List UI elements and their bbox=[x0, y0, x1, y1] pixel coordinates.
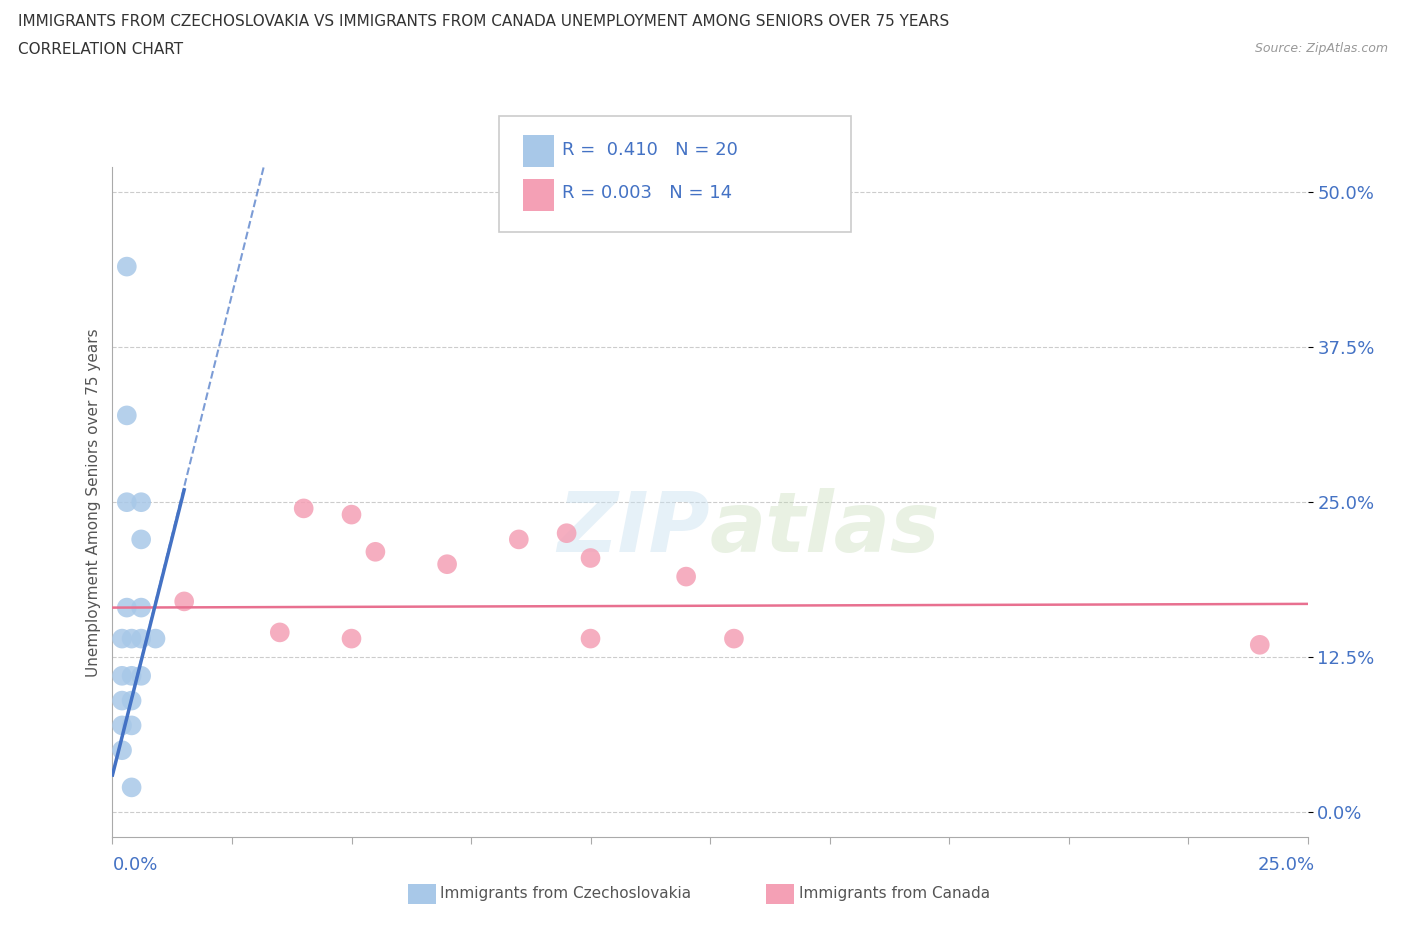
Point bbox=[115, 408, 138, 423]
Point bbox=[145, 631, 167, 646]
Text: Source: ZipAtlas.com: Source: ZipAtlas.com bbox=[1254, 42, 1388, 55]
Point bbox=[115, 495, 138, 510]
Point bbox=[436, 557, 458, 572]
Point bbox=[340, 631, 363, 646]
Point bbox=[723, 631, 745, 646]
Point bbox=[129, 631, 152, 646]
Text: 0.0%: 0.0% bbox=[112, 856, 157, 873]
Text: IMMIGRANTS FROM CZECHOSLOVAKIA VS IMMIGRANTS FROM CANADA UNEMPLOYMENT AMONG SENI: IMMIGRANTS FROM CZECHOSLOVAKIA VS IMMIGR… bbox=[18, 14, 949, 29]
Point bbox=[121, 780, 143, 795]
Text: R = 0.003   N = 14: R = 0.003 N = 14 bbox=[562, 184, 733, 203]
Point bbox=[111, 669, 134, 684]
Point bbox=[115, 600, 138, 615]
Point bbox=[129, 532, 152, 547]
Text: CORRELATION CHART: CORRELATION CHART bbox=[18, 42, 183, 57]
Text: Immigrants from Canada: Immigrants from Canada bbox=[799, 886, 990, 901]
Point bbox=[111, 718, 134, 733]
Point bbox=[121, 631, 143, 646]
Point bbox=[115, 259, 138, 274]
Text: 25.0%: 25.0% bbox=[1257, 856, 1315, 873]
Text: R =  0.410   N = 20: R = 0.410 N = 20 bbox=[562, 140, 738, 159]
Point bbox=[269, 625, 291, 640]
Point bbox=[555, 525, 578, 540]
Point bbox=[121, 718, 143, 733]
Point bbox=[1249, 637, 1271, 652]
Point bbox=[121, 669, 143, 684]
Y-axis label: Unemployment Among Seniors over 75 years: Unemployment Among Seniors over 75 years bbox=[86, 328, 101, 676]
Point bbox=[173, 594, 195, 609]
Point bbox=[129, 600, 152, 615]
Text: atlas: atlas bbox=[710, 488, 941, 569]
Point bbox=[675, 569, 697, 584]
Point bbox=[121, 693, 143, 708]
Point bbox=[579, 551, 602, 565]
Text: Immigrants from Czechoslovakia: Immigrants from Czechoslovakia bbox=[440, 886, 692, 901]
Point bbox=[129, 495, 152, 510]
Point bbox=[111, 693, 134, 708]
Point bbox=[111, 743, 134, 758]
Point bbox=[364, 544, 387, 559]
Text: ZIP: ZIP bbox=[557, 488, 710, 569]
Point bbox=[129, 669, 152, 684]
Point bbox=[340, 507, 363, 522]
Point bbox=[508, 532, 530, 547]
Point bbox=[292, 501, 315, 516]
Point bbox=[111, 631, 134, 646]
Point bbox=[579, 631, 602, 646]
